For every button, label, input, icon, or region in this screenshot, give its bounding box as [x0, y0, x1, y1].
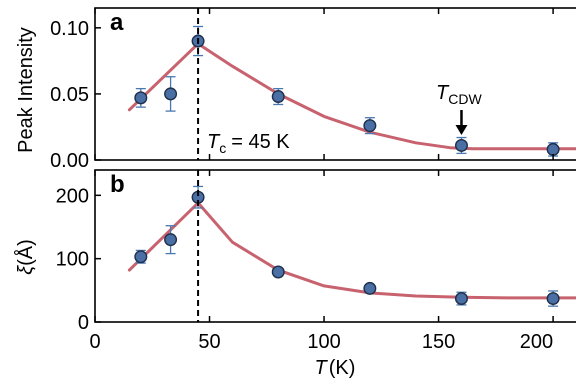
tc-subscript: c	[219, 140, 226, 156]
x-axis-symbol: T	[315, 357, 329, 379]
panel-b-y-axis-label: ξ(Å)	[14, 239, 37, 275]
panel-b-data-point	[546, 292, 560, 306]
x-axis-unit: (K)	[329, 357, 356, 379]
panel-b-fit-line-group	[127, 201, 576, 300]
panel-b-frame	[94, 169, 576, 323]
tcdw-arrow	[455, 110, 468, 135]
tc-value: = 45 K	[231, 131, 290, 153]
panel-a-data-point	[164, 87, 178, 101]
panel-b-y-tick-label: 200	[56, 185, 89, 207]
panel-a: 0.00 0.05 0.10 a Peak Intensity Tc = 45 K T…	[15, 8, 576, 172]
panel-a-fit-line-group	[127, 42, 576, 151]
panel-b-data-point	[454, 292, 468, 306]
xi-symbol: ξ	[15, 265, 37, 275]
panel-a-points	[134, 34, 560, 156]
tcdw-symbol: T	[436, 82, 450, 104]
panel-a-tick-labels: 0.00 0.05 0.10	[50, 18, 89, 172]
panel-a-frame	[94, 7, 576, 161]
panel-a-data-point	[134, 91, 148, 105]
panel-b-y-tick-label: 100	[56, 249, 89, 271]
panel-a-y-tick-label: 0.10	[50, 18, 89, 40]
panel-b-x-tick-label: 0	[89, 331, 100, 353]
panel-b-data-point	[271, 265, 285, 279]
panel-b-x-tick-label: 100	[307, 331, 340, 353]
panel-b-fit-line	[127, 201, 576, 300]
panel-b-y-tick-label: 0	[78, 312, 89, 334]
frames	[94, 7, 576, 323]
tcdw-annotation: TCDW	[436, 82, 482, 107]
panel-b-points	[134, 190, 560, 306]
panel-a-y-tick-label: 0.05	[50, 84, 89, 106]
panel-b-ticks	[94, 170, 554, 323]
x-axis-label: T (K)	[315, 357, 356, 379]
tc-annotation: Tc = 45 K	[207, 131, 290, 156]
panel-a-letter: a	[110, 9, 124, 36]
tcdw-arrow-head	[455, 125, 468, 135]
xi-unit: (Å)	[14, 239, 37, 266]
panel-a-fit-line	[127, 42, 576, 151]
panel-a-data-point	[546, 142, 560, 156]
tc-symbol: T	[207, 131, 221, 153]
panel-b-x-tick-label: 200	[520, 331, 553, 353]
tcdw-subscript: CDW	[448, 91, 482, 107]
panel-a-y-tick-label: 0.00	[50, 150, 89, 172]
panel-a-data-point	[363, 119, 377, 133]
panel-a-data-point	[454, 138, 468, 152]
panel-b-x-tick-label: 150	[422, 331, 455, 353]
panel-b-x-tick-label: 50	[198, 331, 220, 353]
panel-a-y-axis-label: Peak Intensity	[15, 27, 37, 153]
panel-b: 0 100 200 0 50 100 150 200 b ξ(Å) T (K)	[14, 170, 576, 379]
panel-b-data-point	[363, 281, 377, 295]
panel-b-letter: b	[110, 171, 125, 198]
panel-b-tick-labels: 0 100 200 0 50 100 150 200	[56, 185, 553, 353]
panel-b-data-point	[134, 250, 148, 264]
panel-a-ticks	[94, 8, 554, 161]
panel-b-data-point	[164, 233, 178, 247]
panel-a-data-point	[271, 90, 285, 104]
